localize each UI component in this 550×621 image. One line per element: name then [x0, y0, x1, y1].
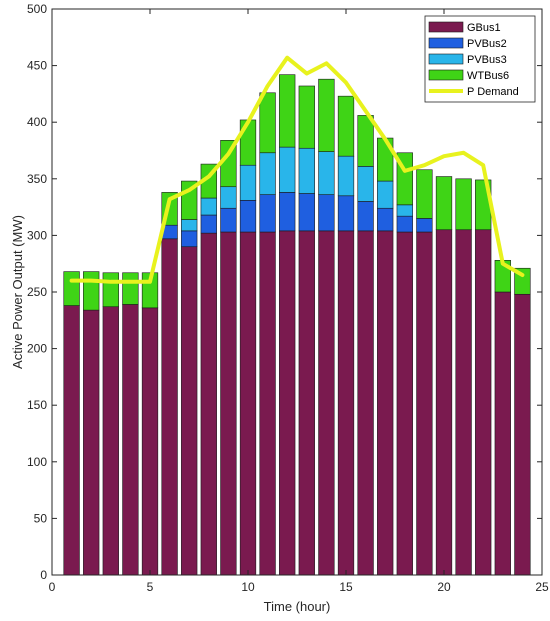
bar-wtbus6-1 [63, 271, 80, 306]
bar-wtbus6-14 [318, 78, 335, 152]
y-tick-label-350: 350 [27, 172, 47, 186]
bar-gbus1-15 [337, 230, 355, 576]
legend-label-pvbus3: PVBus3 [467, 54, 507, 66]
legend: GBus1 PVBus2 PVBus3 WTBus6 P Demand [424, 15, 536, 103]
bar-pvbus2-14 [318, 194, 335, 232]
legend-swatch-wtbus6 [428, 69, 464, 81]
bar-gbus1-21 [455, 229, 472, 576]
bar-pvbus2-10 [239, 200, 257, 233]
bar-gbus1-18 [396, 231, 413, 576]
legend-label-wtbus6: WTBus6 [467, 70, 509, 82]
bar-group [63, 74, 531, 576]
bar-pvbus2-12 [279, 192, 296, 232]
bar-wtbus6-12 [279, 74, 296, 148]
bar-gbus1-22 [475, 229, 492, 576]
bar-gbus1-13 [298, 230, 315, 576]
bar-wtbus6-11 [259, 92, 276, 154]
y-tick-label-0: 0 [40, 568, 47, 582]
bar-pvbus2-15 [337, 195, 355, 232]
bar-pvbus2-16 [357, 201, 374, 232]
bar-pvbus2-13 [298, 193, 315, 232]
bar-pvbus2-11 [259, 194, 276, 233]
bar-wtbus6-3 [102, 272, 119, 308]
bar-wtbus6-4 [122, 272, 139, 305]
y-tick-label-400: 400 [27, 115, 47, 129]
bar-wtbus6-10 [239, 119, 257, 166]
bar-gbus1-16 [357, 230, 374, 576]
legend-label-pvbus2: PVBus2 [467, 38, 507, 50]
bar-pvbus3-16 [357, 166, 374, 202]
bar-pvbus2-7 [181, 230, 198, 248]
legend-label-gbus1: GBus1 [467, 22, 501, 34]
legend-swatch-pvbus2 [428, 37, 464, 49]
x-tick-label-10: 10 [241, 580, 255, 594]
bar-pvbus3-8 [200, 197, 217, 216]
bar-wtbus6-13 [298, 85, 315, 149]
bar-pvbus3-9 [220, 186, 237, 209]
bar-gbus1-6 [161, 238, 178, 576]
demand-line [69, 55, 525, 284]
bar-pvbus3-12 [279, 146, 296, 193]
bar-gbus1-3 [102, 306, 119, 576]
bar-pvbus3-15 [337, 155, 355, 197]
bar-pvbus3-10 [239, 164, 257, 201]
bar-pvbus3-18 [396, 204, 413, 217]
bar-pvbus3-17 [377, 180, 394, 209]
x-tick-label-0: 0 [49, 580, 56, 594]
y-tick-label-200: 200 [27, 342, 47, 356]
y-tick-label-150: 150 [27, 398, 47, 412]
bar-wtbus6-16 [357, 115, 374, 167]
legend-swatch-gbus1 [428, 21, 464, 33]
legend-swatch-pvbus3 [428, 53, 464, 65]
bar-pvbus2-8 [200, 214, 217, 234]
x-tick-label-15: 15 [339, 580, 353, 594]
bar-pvbus3-13 [298, 147, 315, 194]
legend-label-p-demand: P Demand [467, 86, 519, 98]
y-tick-label-250: 250 [27, 285, 47, 299]
bar-pvbus2-18 [396, 215, 413, 233]
bar-gbus1-23 [494, 291, 511, 576]
y-axis-label: Active Power Output (MW) [10, 215, 25, 369]
bar-gbus1-8 [200, 232, 217, 576]
bar-wtbus6-20 [435, 176, 453, 231]
bar-gbus1-17 [377, 230, 394, 576]
y-tick-label-300: 300 [27, 228, 47, 242]
x-axis-label: Time (hour) [264, 599, 331, 614]
x-tick-label-20: 20 [437, 580, 451, 594]
bar-wtbus6-21 [455, 178, 472, 231]
bar-pvbus2-9 [220, 207, 237, 233]
bar-pvbus3-11 [259, 152, 276, 195]
y-tick-label-100: 100 [27, 455, 47, 469]
bar-wtbus6-2 [83, 271, 100, 311]
demand-line-group [69, 55, 525, 284]
x-tick-label-5: 5 [147, 580, 154, 594]
bar-gbus1-19 [416, 231, 433, 576]
bar-pvbus3-14 [318, 151, 335, 195]
bar-gbus1-12 [279, 230, 296, 576]
x-tick-label-25: 25 [535, 580, 549, 594]
y-tick-label-450: 450 [27, 59, 47, 73]
y-tick-label-500: 500 [27, 2, 47, 16]
bar-gbus1-1 [63, 305, 80, 576]
bar-gbus1-10 [239, 231, 257, 576]
bar-pvbus3-7 [181, 219, 198, 232]
y-tick-label-50: 50 [34, 511, 48, 525]
bar-wtbus6-15 [337, 95, 355, 157]
bar-gbus1-5 [141, 307, 159, 576]
bar-gbus1-14 [318, 230, 335, 576]
bar-wtbus6-19 [416, 169, 433, 219]
bar-gbus1-11 [259, 231, 276, 576]
bar-gbus1-4 [122, 304, 139, 576]
bar-pvbus2-17 [377, 207, 394, 232]
bar-gbus1-7 [181, 246, 198, 576]
bar-gbus1-20 [435, 229, 453, 576]
bar-pvbus2-19 [416, 218, 433, 233]
bar-gbus1-24 [514, 293, 531, 576]
bar-gbus1-9 [220, 231, 237, 576]
bar-gbus1-2 [83, 309, 100, 576]
